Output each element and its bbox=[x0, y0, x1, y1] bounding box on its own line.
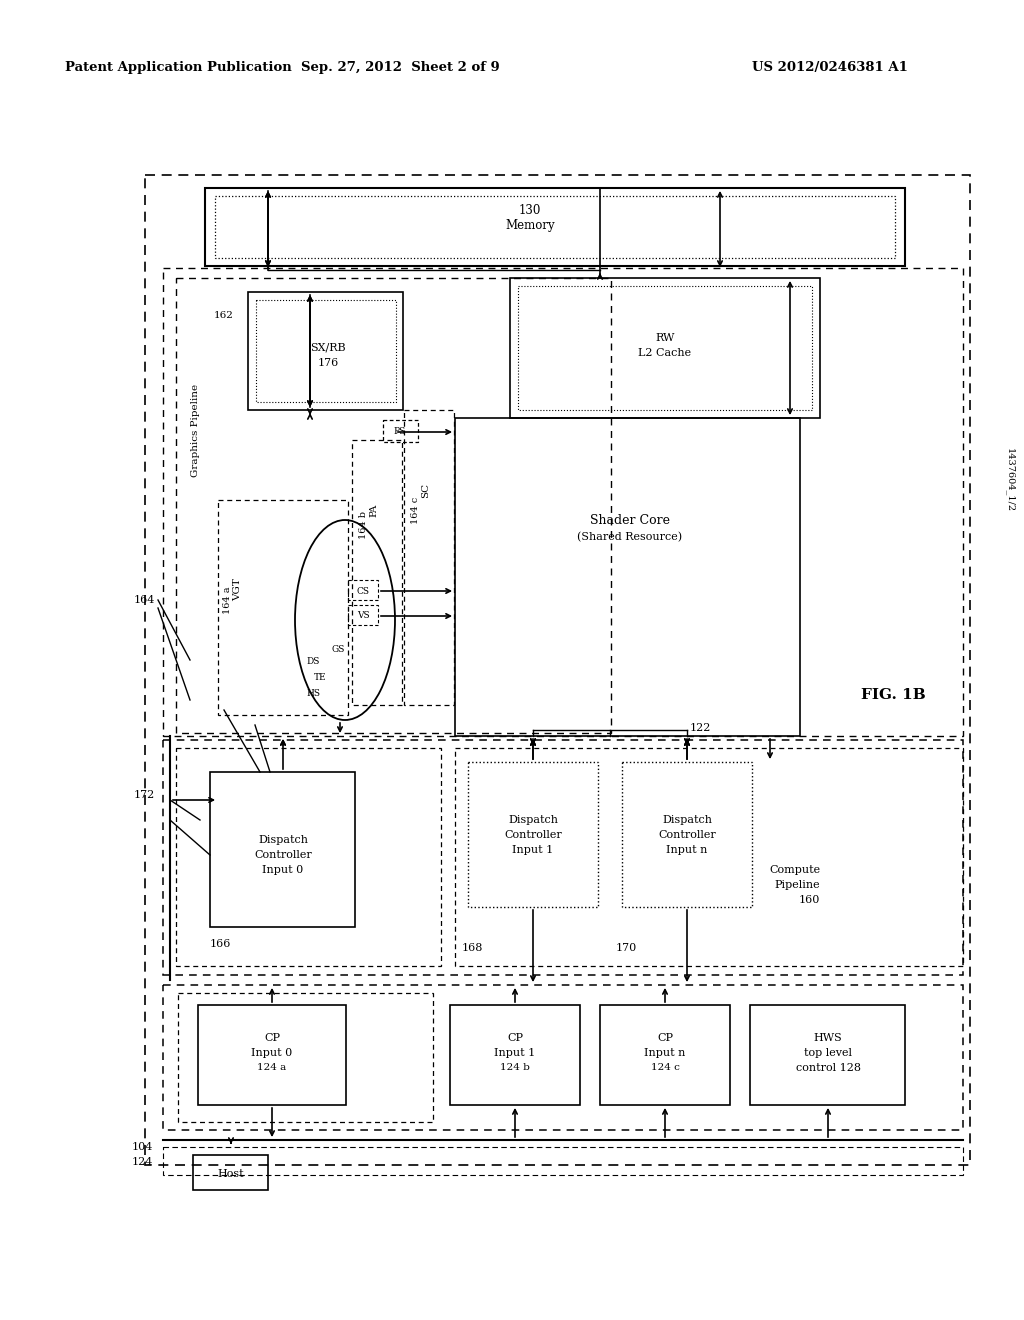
Bar bbox=[468, 762, 598, 907]
Text: HWS: HWS bbox=[814, 1034, 843, 1043]
Text: 124 a: 124 a bbox=[257, 1064, 287, 1072]
Text: 1437604_1/2: 1437604_1/2 bbox=[1006, 447, 1015, 512]
Bar bbox=[750, 1005, 905, 1105]
Text: VS: VS bbox=[356, 611, 370, 620]
Text: Input n: Input n bbox=[667, 845, 708, 855]
Text: US 2012/0246381 A1: US 2012/0246381 A1 bbox=[752, 62, 908, 74]
Bar bbox=[163, 1147, 963, 1175]
Text: Graphics Pipeline: Graphics Pipeline bbox=[191, 383, 201, 477]
Text: control 128: control 128 bbox=[796, 1063, 860, 1073]
Text: PS: PS bbox=[394, 428, 407, 437]
Text: Host: Host bbox=[218, 1170, 245, 1179]
Text: Controller: Controller bbox=[254, 850, 312, 861]
Text: 124 c: 124 c bbox=[650, 1064, 680, 1072]
Bar bbox=[145, 176, 970, 1166]
Bar bbox=[352, 440, 402, 705]
Text: CS: CS bbox=[356, 586, 370, 595]
Text: 130: 130 bbox=[519, 203, 542, 216]
Bar bbox=[450, 1005, 580, 1105]
Bar bbox=[383, 420, 418, 442]
Text: Dispatch: Dispatch bbox=[508, 814, 558, 825]
Text: 176: 176 bbox=[317, 358, 339, 368]
Text: CP: CP bbox=[264, 1034, 280, 1043]
Text: 104: 104 bbox=[132, 1142, 153, 1152]
Text: 122: 122 bbox=[689, 723, 711, 733]
Text: Input n: Input n bbox=[644, 1048, 686, 1059]
Text: Patent Application Publication: Patent Application Publication bbox=[65, 62, 292, 74]
Bar bbox=[178, 993, 433, 1122]
Text: CP: CP bbox=[507, 1034, 523, 1043]
Text: top level: top level bbox=[804, 1048, 852, 1059]
Text: FIG. 1B: FIG. 1B bbox=[860, 688, 926, 702]
Text: DS: DS bbox=[306, 657, 319, 667]
Text: Controller: Controller bbox=[658, 830, 716, 840]
Text: 164 b: 164 b bbox=[359, 511, 369, 539]
Text: 164 c: 164 c bbox=[412, 496, 421, 524]
Bar bbox=[210, 772, 355, 927]
Text: GS: GS bbox=[332, 645, 345, 655]
Text: 164: 164 bbox=[133, 595, 155, 605]
Text: RW: RW bbox=[655, 333, 675, 343]
Bar bbox=[176, 279, 611, 733]
Text: HS: HS bbox=[306, 689, 319, 697]
Text: 168: 168 bbox=[462, 942, 483, 953]
Bar bbox=[248, 292, 403, 411]
Bar bbox=[193, 1155, 268, 1191]
Text: SX/RB: SX/RB bbox=[310, 343, 346, 352]
Text: Input 0: Input 0 bbox=[262, 865, 304, 875]
Text: 124: 124 bbox=[132, 1158, 153, 1167]
Bar bbox=[404, 411, 454, 705]
Text: Input 1: Input 1 bbox=[495, 1048, 536, 1059]
Bar bbox=[622, 762, 752, 907]
Text: Sep. 27, 2012  Sheet 2 of 9: Sep. 27, 2012 Sheet 2 of 9 bbox=[301, 62, 500, 74]
Text: 162: 162 bbox=[214, 310, 233, 319]
Bar bbox=[176, 748, 441, 966]
Bar bbox=[163, 985, 963, 1130]
Bar bbox=[198, 1005, 346, 1105]
Bar bbox=[215, 195, 895, 257]
Text: Memory: Memory bbox=[505, 219, 555, 232]
Text: Dispatch: Dispatch bbox=[258, 836, 308, 845]
Text: Compute: Compute bbox=[769, 865, 820, 875]
Text: CP: CP bbox=[657, 1034, 673, 1043]
Text: L2 Cache: L2 Cache bbox=[638, 348, 691, 358]
Text: VGT: VGT bbox=[233, 578, 243, 602]
Bar bbox=[218, 500, 348, 715]
Bar bbox=[455, 418, 800, 737]
Bar bbox=[163, 741, 963, 975]
Text: 124 b: 124 b bbox=[500, 1064, 530, 1072]
Text: 172: 172 bbox=[134, 789, 155, 800]
Text: Input 0: Input 0 bbox=[251, 1048, 293, 1059]
Text: 166: 166 bbox=[210, 939, 231, 949]
Bar bbox=[518, 286, 812, 411]
Text: TE: TE bbox=[313, 672, 327, 681]
Text: Controller: Controller bbox=[504, 830, 562, 840]
Text: Input 1: Input 1 bbox=[512, 845, 554, 855]
Bar bbox=[163, 268, 963, 737]
Text: PA: PA bbox=[370, 503, 379, 516]
Bar bbox=[348, 605, 378, 624]
Bar bbox=[600, 1005, 730, 1105]
Text: 164 a: 164 a bbox=[223, 586, 232, 614]
Bar bbox=[510, 279, 820, 418]
Text: (Shared Resource): (Shared Resource) bbox=[578, 532, 683, 543]
Text: Dispatch: Dispatch bbox=[662, 814, 712, 825]
Bar bbox=[348, 579, 378, 601]
Text: 160: 160 bbox=[799, 895, 820, 906]
Bar bbox=[455, 748, 963, 966]
Text: Pipeline: Pipeline bbox=[774, 880, 820, 890]
Text: SC: SC bbox=[422, 482, 430, 498]
Text: 170: 170 bbox=[616, 942, 637, 953]
Bar bbox=[256, 300, 396, 403]
Text: Shader Core: Shader Core bbox=[590, 513, 670, 527]
Bar bbox=[205, 187, 905, 267]
